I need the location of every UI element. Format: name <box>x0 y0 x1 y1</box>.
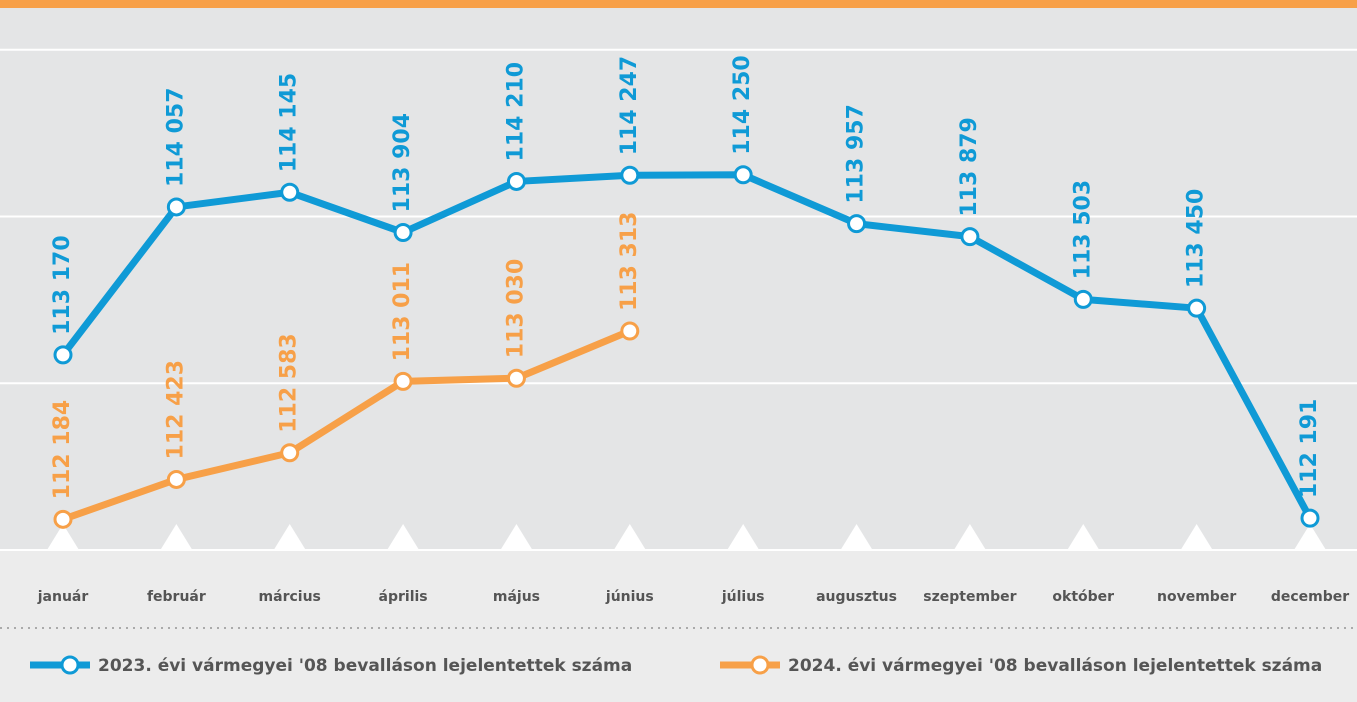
marker-triangle <box>953 524 986 550</box>
data-label: 114 210 <box>503 62 528 162</box>
marker-triangle <box>1180 524 1213 550</box>
data-label: 112 184 <box>50 400 75 500</box>
data-label: 113 011 <box>390 262 415 362</box>
x-tick-label: január <box>37 589 89 605</box>
x-tick-label: szeptember <box>923 589 1016 605</box>
legend-label: 2023. évi vármegyei '08 bevalláson lejel… <box>98 656 632 676</box>
data-point <box>166 469 186 489</box>
data-point <box>53 509 73 529</box>
data-label: 114 247 <box>617 56 642 156</box>
data-label: 113 450 <box>1184 189 1209 289</box>
x-tick-label: április <box>379 589 428 605</box>
data-point <box>960 227 980 247</box>
data-label: 112 583 <box>277 333 302 433</box>
data-label: 114 250 <box>730 55 755 155</box>
marker-triangle <box>47 524 79 550</box>
data-point <box>506 171 526 191</box>
marker-triangle <box>1294 524 1326 550</box>
data-point <box>280 182 300 202</box>
data-label: 113 030 <box>503 259 528 359</box>
marker-triangle <box>727 524 760 550</box>
marker-triangle <box>160 524 193 550</box>
data-label: 114 145 <box>277 73 302 173</box>
x-tick-label: augusztus <box>816 589 897 605</box>
data-label: 113 503 <box>1070 180 1095 280</box>
series-line <box>61 327 632 523</box>
data-label: 113 904 <box>390 113 415 213</box>
data-point <box>847 214 867 234</box>
data-label: 112 191 <box>1297 399 1322 499</box>
data-point <box>1073 289 1093 309</box>
data-point <box>393 222 413 242</box>
legend-marker <box>60 655 80 675</box>
top-bar <box>0 0 1357 8</box>
data-point <box>1187 298 1207 318</box>
data-point <box>620 165 640 185</box>
data-label: 112 423 <box>163 360 188 460</box>
legend-marker <box>750 655 770 675</box>
x-tick-label: március <box>259 589 321 605</box>
x-tick-label: október <box>1052 589 1114 605</box>
plot-area <box>0 8 1357 550</box>
legend-label: 2024. évi vármegyei '08 bevalláson lejel… <box>788 656 1322 676</box>
data-point <box>280 443 300 463</box>
data-label: 113 170 <box>50 235 75 335</box>
data-point <box>506 368 526 388</box>
data-point <box>1300 508 1320 528</box>
data-point <box>166 197 186 217</box>
x-tick-label: június <box>605 589 654 605</box>
marker-triangle <box>613 524 646 550</box>
data-label: 113 879 <box>957 117 982 217</box>
x-tick-label: november <box>1157 589 1236 605</box>
x-tick-label: december <box>1271 589 1349 605</box>
data-label: 113 313 <box>617 212 642 312</box>
x-tick-label: február <box>147 589 206 605</box>
marker-triangle <box>500 524 533 550</box>
x-tick-label: július <box>721 589 765 605</box>
marker-triangle <box>840 524 873 550</box>
data-point <box>53 345 73 365</box>
data-point <box>620 321 640 341</box>
data-label: 113 957 <box>844 104 869 204</box>
data-point <box>393 371 413 391</box>
marker-triangle <box>387 524 420 550</box>
marker-triangle <box>273 524 306 550</box>
data-label: 114 057 <box>163 87 188 187</box>
marker-triangle <box>1067 524 1100 550</box>
series-line <box>60 171 1314 520</box>
data-point <box>733 165 753 185</box>
x-tick-label: május <box>493 589 540 605</box>
